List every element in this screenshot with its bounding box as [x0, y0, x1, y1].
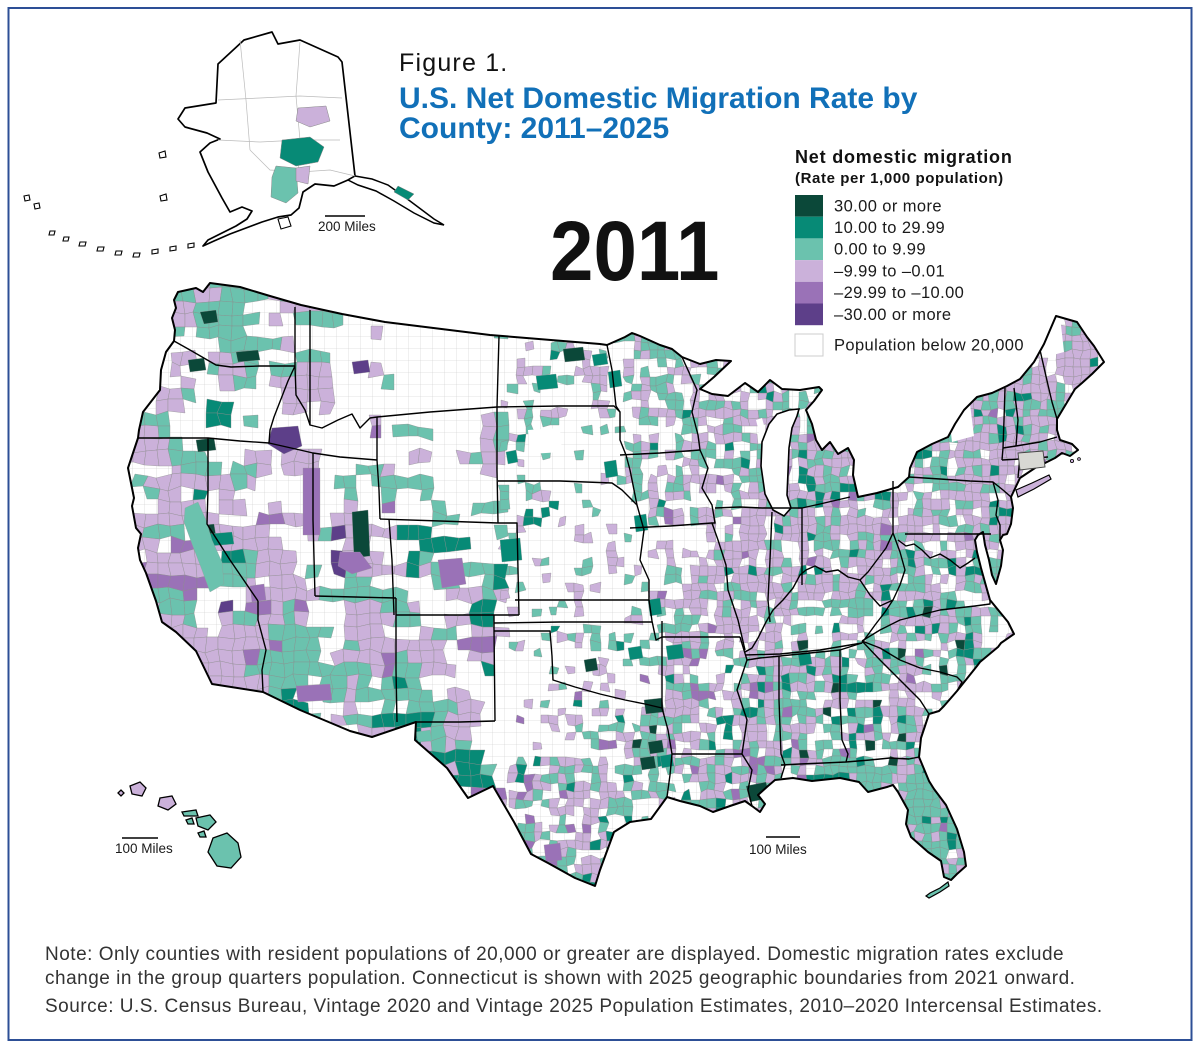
svg-text:Population below 20,000: Population below 20,000 [834, 337, 1024, 355]
svg-text:(Rate per 1,000 population): (Rate per 1,000 population) [795, 170, 1004, 187]
svg-text:Figure 1.: Figure 1. [399, 49, 508, 77]
svg-text:Net domestic migration: Net domestic migration [795, 147, 1013, 167]
svg-text:–9.99 to –0.01: –9.99 to –0.01 [834, 262, 945, 280]
svg-text:–29.99 to –10.00: –29.99 to –10.00 [834, 284, 964, 302]
svg-text:Source: U.S. Census Bureau, Vi: Source: U.S. Census Bureau, Vintage 2020… [45, 996, 1103, 1017]
svg-text:30.00 or more: 30.00 or more [834, 197, 942, 215]
svg-text:U.S. Net Domestic Migration Ra: U.S. Net Domestic Migration Rate by [399, 82, 918, 115]
svg-text:100 Miles: 100 Miles [749, 842, 807, 857]
svg-text:0.00 to 9.99: 0.00 to 9.99 [834, 241, 926, 259]
svg-text:10.00 to 29.99: 10.00 to 29.99 [834, 219, 945, 237]
svg-text:100 Miles: 100 Miles [115, 841, 173, 856]
svg-text:200 Miles: 200 Miles [318, 219, 376, 234]
svg-text:change in the group quarters p: change in the group quarters population.… [45, 968, 1075, 989]
svg-text:Note: Only counties with resid: Note: Only counties with resident popula… [45, 944, 1064, 965]
svg-text:–30.00 or more: –30.00 or more [834, 306, 952, 324]
svg-text:2011: 2011 [550, 205, 719, 298]
svg-text:County: 2011–2025: County: 2011–2025 [399, 112, 669, 145]
